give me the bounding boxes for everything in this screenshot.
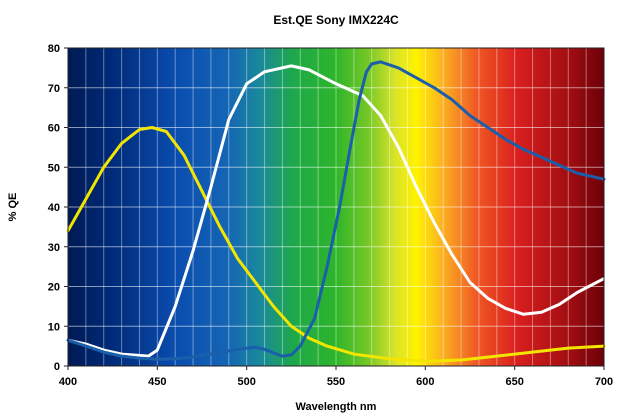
x-tick-label: 650 (505, 376, 523, 388)
x-tick-label: 550 (327, 376, 345, 388)
series-line-1 (66, 126, 606, 363)
y-axis-ticks: 0 10 20 30 40 50 60 70 80 (48, 43, 68, 373)
y-tick-label: 30 (48, 242, 60, 254)
grid-lines (68, 48, 604, 366)
y-tick-label: 0 (54, 361, 60, 373)
x-tick-label: 600 (416, 376, 434, 388)
y-axis-label: % QE (7, 193, 19, 222)
x-tick-label: 500 (237, 376, 255, 388)
chart-title: Est.QE Sony IMX224C (273, 13, 399, 27)
x-tick-label: 450 (148, 376, 166, 388)
x-axis-label: Wavelength nm (296, 401, 377, 413)
y-tick-label: 50 (48, 162, 60, 174)
y-tick-label: 20 (48, 282, 60, 294)
y-tick-label: 80 (48, 43, 60, 55)
series-line-2 (66, 64, 606, 358)
x-tick-label: 400 (59, 376, 77, 388)
y-tick-label: 60 (48, 123, 60, 135)
y-tick-label: 40 (48, 202, 60, 214)
y-tick-label: 70 (48, 83, 60, 95)
y-tick-label: 10 (48, 321, 60, 333)
series-line-3 (66, 60, 606, 361)
x-tick-label: 700 (595, 376, 613, 388)
series-lines (66, 60, 606, 363)
x-axis-ticks: 400 450 500 550 600 650 700 (59, 366, 613, 388)
